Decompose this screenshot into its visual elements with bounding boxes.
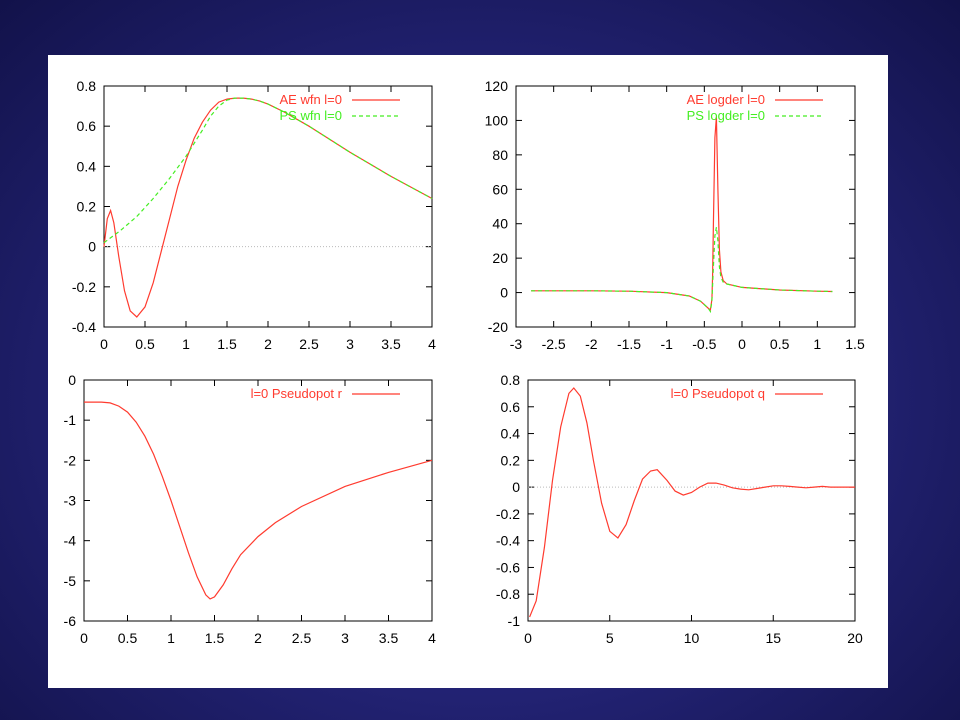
chart-2-xtick-label: 0 <box>738 336 746 352</box>
chart-2-xtick-label: -2.5 <box>542 336 566 352</box>
chart-3-ytick-label: 0 <box>68 372 76 388</box>
chart-3-xtick-label: 2.5 <box>292 630 312 646</box>
chart-2-xtick-label: 1.5 <box>845 336 865 352</box>
chart-3-ytick-label: -5 <box>64 573 77 589</box>
chart-2-ytick-label: 20 <box>492 250 508 266</box>
chart-1-series-2-line <box>103 97 433 244</box>
chart-2-legend-label-2: PS logder l=0 <box>687 108 765 123</box>
chart-3-xtick-label: 1 <box>167 630 175 646</box>
figure-panel: 0 0.5 1 1.5 2 2.5 3 3.5 4 -0.4 -0.2 0 0.2 0.4 0.6 0.8 AE… <box>48 55 888 688</box>
chart-4-legend-label-1: l=0 Pseudopot q <box>671 386 765 401</box>
chart-4-ytick-label: -1 <box>508 613 521 629</box>
chart-3-legend-label-1: l=0 Pseudopot r <box>251 386 343 401</box>
chart-2-legend-label-1: AE logder l=0 <box>687 92 765 107</box>
chart-3-xtick-label: 3 <box>341 630 349 646</box>
chart-1-ytick-label: -0.2 <box>72 279 96 295</box>
chart-1-legend-label-1: AE wfn l=0 <box>279 92 342 107</box>
chart-1-ytick-label: 0.2 <box>77 199 97 215</box>
chart-3-xtick-label: 2 <box>254 630 262 646</box>
chart-4-xtick-label: 10 <box>684 630 700 646</box>
chart-1-xtick-label: 1 <box>182 336 190 352</box>
chart-1-xtick-label: 0.5 <box>135 336 155 352</box>
chart-1-xtick-label: 4 <box>428 336 436 352</box>
chart-4-frame <box>527 379 856 622</box>
chart-2-ytick-label: 80 <box>492 147 508 163</box>
chart-4-ytick-label: 0.4 <box>501 426 521 442</box>
chart-2-xtick-label: -0.5 <box>692 336 716 352</box>
chart-3-xtick-label: 3.5 <box>379 630 399 646</box>
chart-1-legend-label-2: PS wfn l=0 <box>279 108 342 123</box>
chart-1-xtick-label: 0 <box>100 336 108 352</box>
chart-2-xtick-label: 1 <box>813 336 821 352</box>
chart-2-frame <box>515 85 856 328</box>
chart-1-series-1-line <box>103 97 433 318</box>
chart-2-ytick-label: 60 <box>492 181 508 197</box>
chart-4-xtick-label: 15 <box>765 630 781 646</box>
chart-4-ytick-label: 0.6 <box>501 399 521 415</box>
chart-2-xtick-label: -1 <box>660 336 673 352</box>
chart-3-xtick-label: 1.5 <box>205 630 225 646</box>
chart-1-xtick-label: 3 <box>346 336 354 352</box>
chart-4-ytick-label: 0.8 <box>501 372 521 388</box>
chart-2-ytick-label: -20 <box>488 319 508 335</box>
chart-1-ytick-label: 0.6 <box>77 118 97 134</box>
chart-4-xtick-label: 0 <box>524 630 532 646</box>
chart-3-ytick-label: -4 <box>64 533 77 549</box>
chart-3-xtick-label: 0 <box>80 630 88 646</box>
chart-4-ytick-label: -0.4 <box>496 533 520 549</box>
chart-4-ytick-label: -0.2 <box>496 506 520 522</box>
chart-2-ytick-label: 100 <box>485 112 509 128</box>
chart-3-frame <box>83 379 433 622</box>
chart-4-ytick-label: -0.6 <box>496 559 520 575</box>
chart-2-ytick-label: 40 <box>492 216 508 232</box>
chart-4-series-1-line <box>529 387 855 618</box>
chart-2-xtick-label: -3 <box>510 336 523 352</box>
chart-3-xtick-label: 0.5 <box>118 630 138 646</box>
chart-3-ytick-label: -3 <box>64 493 77 509</box>
chart-4-ytick-label: 0.2 <box>501 452 521 468</box>
chart-1-ytick-label: 0.4 <box>77 158 97 174</box>
chart-4-xtick-label: 5 <box>606 630 614 646</box>
chart-1-ytick-label: 0.8 <box>77 78 97 94</box>
chart-2-ytick-label: 120 <box>485 78 509 94</box>
chart-2-xtick-label: 0.5 <box>770 336 790 352</box>
chart-1-ytick-label: -0.4 <box>72 319 96 335</box>
chart-2-series-2-line <box>531 227 833 314</box>
figure-svg: 0 0.5 1 1.5 2 2.5 3 3.5 4 -0.4 -0.2 0 0.2 0.4 0.6 0.8 AE… <box>64 78 865 646</box>
chart-3-series-1-line <box>84 401 433 600</box>
chart-3-xtick-label: 4 <box>428 630 436 646</box>
chart-4-ytick-label: -0.8 <box>496 586 520 602</box>
chart-1-xtick-label: 2 <box>264 336 272 352</box>
chart-1-xtick-label: 3.5 <box>381 336 401 352</box>
chart-4-xtick-label: 20 <box>847 630 863 646</box>
chart-2-xtick-label: -2 <box>585 336 598 352</box>
chart-1-xtick-label: 2.5 <box>299 336 319 352</box>
chart-3-ytick-label: -6 <box>64 613 77 629</box>
chart-1-frame <box>103 85 433 328</box>
chart-2-xtick-label: -1.5 <box>617 336 641 352</box>
chart-2-series-1-line <box>531 116 833 311</box>
chart-4-ytick-label: 0 <box>512 479 520 495</box>
chart-2-ytick-label: 0 <box>500 285 508 301</box>
chart-3-ytick-label: -1 <box>64 412 77 428</box>
chart-3-ytick-label: -2 <box>64 452 77 468</box>
chart-1-ytick-label: 0 <box>88 239 96 255</box>
chart-1-xtick-label: 1.5 <box>217 336 237 352</box>
